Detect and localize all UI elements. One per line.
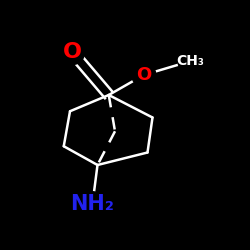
- Circle shape: [60, 40, 84, 64]
- Text: CH₃: CH₃: [176, 54, 204, 68]
- Text: O: O: [136, 66, 152, 84]
- Text: NH₂: NH₂: [70, 194, 115, 214]
- Circle shape: [80, 192, 104, 216]
- Circle shape: [132, 63, 156, 87]
- Circle shape: [178, 49, 202, 73]
- Text: O: O: [63, 42, 82, 62]
